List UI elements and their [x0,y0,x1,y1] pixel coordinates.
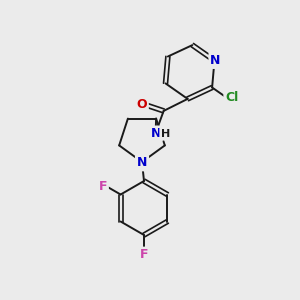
Text: N: N [210,54,221,67]
Text: H: H [161,129,170,139]
Text: F: F [140,248,148,262]
Text: N: N [137,157,147,169]
Text: Cl: Cl [225,91,239,104]
Text: F: F [98,180,107,193]
Text: N: N [151,128,161,140]
Text: O: O [136,98,147,111]
